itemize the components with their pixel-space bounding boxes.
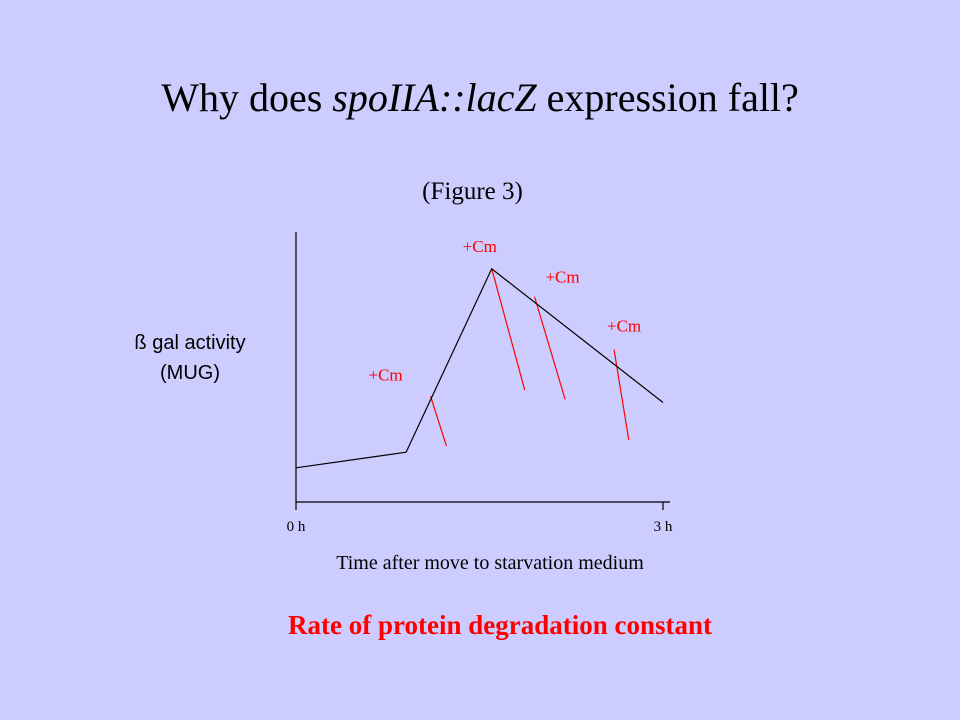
figure-label: (Figure 3) — [422, 178, 523, 205]
cm-marker-line — [533, 296, 566, 400]
y-axis-label-line2: (MUG) — [160, 362, 220, 384]
cm-label: +Cm — [463, 237, 497, 256]
conclusion-text: Rate of protein degradation constant — [288, 610, 712, 640]
gene-name: spoIIA::lacZ — [332, 75, 537, 120]
cm-marker-line — [613, 349, 630, 440]
cm-marker-line — [429, 396, 448, 447]
cm-label: +Cm — [607, 317, 641, 336]
cm-annotations: +Cm +Cm +Cm +Cm — [368, 237, 641, 447]
x-tick-label: 0 h — [287, 519, 306, 535]
x-tick-labels: 0 h 3 h — [287, 519, 673, 535]
cm-marker-line — [491, 268, 526, 391]
slide-title: Why does spoIIA::lacZ expression fall? — [161, 75, 799, 120]
y-axis-label-line1: ß gal activity — [134, 332, 246, 354]
cm-label: +Cm — [545, 268, 579, 287]
y-axis-label: ß gal activity (MUG) — [110, 328, 270, 388]
series-line — [295, 267, 664, 469]
x-tick-label: 3 h — [654, 519, 673, 535]
x-axis-label: Time after move to starvation medium — [336, 552, 644, 574]
cm-label: +Cm — [368, 365, 402, 384]
